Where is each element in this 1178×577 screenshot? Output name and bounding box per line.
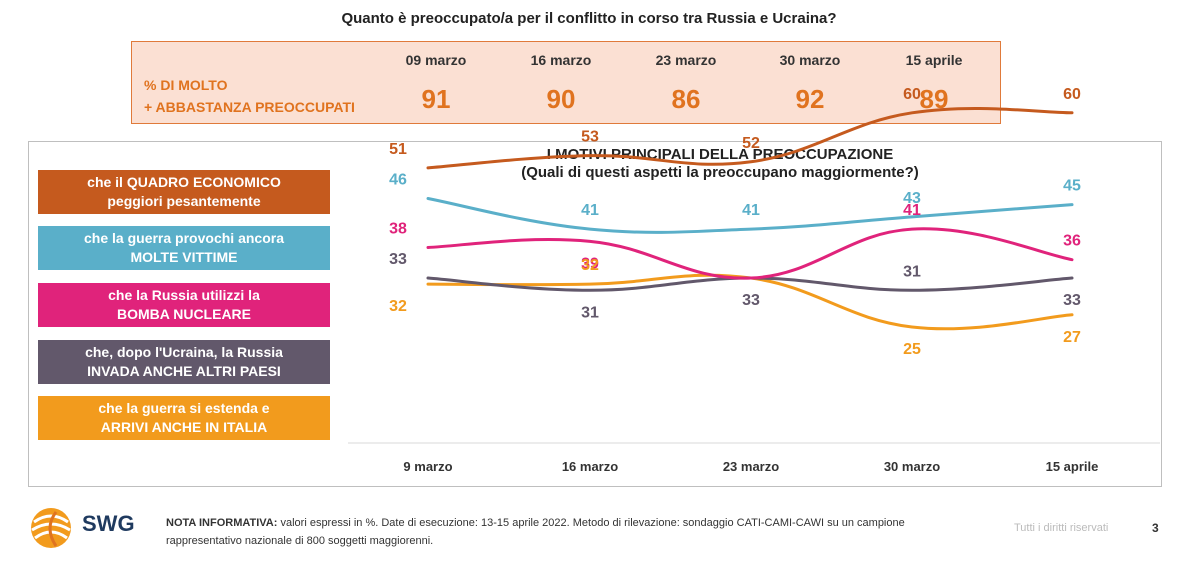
chart-subtitle: (Quali di questi aspetti la preoccupano …: [521, 164, 919, 181]
data-label: 31: [581, 304, 599, 321]
summary-date: 16 marzo: [530, 52, 592, 68]
data-label: 43: [903, 190, 921, 207]
legend-item-nucleare: che la Russia utilizzi la BOMBA NUCLEARE: [38, 283, 330, 327]
data-label: 33: [389, 251, 407, 268]
series-line: [426, 196, 1074, 234]
swg-globe-icon: [31, 508, 71, 548]
data-label: 32: [581, 257, 599, 274]
data-label: 39: [581, 255, 599, 272]
summary-label-line1: % DI MOLTO: [144, 77, 228, 93]
swg-logo-text: SWG: [82, 511, 135, 536]
legend-item-altri-paesi: che, dopo l'Ucraina, la Russia INVADA AN…: [38, 340, 330, 384]
legend-line1: che la guerra si estenda e: [98, 400, 270, 416]
legend-line1: che, dopo l'Ucraina, la Russia: [85, 344, 283, 360]
series-line: [426, 106, 1074, 170]
data-label: 36: [1063, 233, 1081, 250]
data-label: 32: [389, 298, 407, 315]
legend-line1: che la guerra provochi ancora: [84, 230, 284, 246]
data-label: 41: [581, 202, 599, 219]
data-label: 41: [742, 202, 760, 219]
summary-value: 92: [795, 84, 825, 114]
legend-line1: che il QUADRO ECONOMICO: [87, 174, 281, 190]
data-label: 45: [1063, 178, 1081, 195]
note-text-line2: rappresentativo nazionale di 800 soggett…: [166, 535, 434, 547]
summary-date: 23 marzo: [655, 52, 717, 68]
summary-label: % DI MOLTO + ABBASTANZA PREOCCUPATI: [144, 74, 355, 118]
x-tick-label: 23 marzo: [723, 459, 779, 474]
data-label: 31: [903, 263, 921, 280]
legend-line2: INVADA ANCHE ALTRI PAESI: [87, 363, 281, 379]
legend-item-economia: che il QUADRO ECONOMICO peggiori pesante…: [38, 170, 330, 214]
data-label: 41: [903, 202, 921, 219]
x-tick-label: 15 aprile: [1046, 459, 1099, 474]
data-label: 33: [742, 292, 760, 309]
data-label: 38: [389, 220, 407, 237]
x-tick-label: 16 marzo: [562, 459, 618, 474]
note-bold: NOTA INFORMATIVA:: [166, 517, 278, 529]
x-tick-label: 9 marzo: [403, 459, 452, 474]
data-label: 46: [389, 171, 407, 188]
rights-text: Tutti i diritti riservati: [1014, 522, 1109, 534]
series-line: [426, 227, 1074, 280]
note-text: valori espressi in %. Date di esecuzione…: [277, 517, 905, 529]
page-title: Quanto è preoccupato/a per il conflitto …: [341, 10, 837, 27]
summary-box: % DI MOLTO + ABBASTANZA PREOCCUPATI 09 m…: [131, 41, 1001, 124]
summary-value: 90: [546, 84, 576, 114]
summary-value: 91: [421, 84, 451, 114]
legend-item-vittime: che la guerra provochi ancora MOLTE VITT…: [38, 226, 330, 270]
summary-label-line2: + ABBASTANZA PREOCCUPATI: [144, 99, 355, 115]
data-label: 33: [1063, 292, 1081, 309]
data-label: 27: [1063, 329, 1081, 346]
data-label: 53: [581, 129, 599, 146]
data-label: 51: [389, 141, 407, 158]
legend-line1: che la Russia utilizzi la: [108, 287, 260, 303]
footer-note: NOTA INFORMATIVA: valori espressi in %. …: [166, 514, 996, 550]
data-label: 60: [903, 86, 921, 103]
legend-line2: peggiori pesantemente: [107, 193, 261, 209]
chart-panel: [28, 141, 1162, 487]
summary-date: 09 marzo: [405, 52, 467, 68]
legend-line2: BOMBA NUCLEARE: [116, 306, 252, 322]
data-label: 52: [742, 135, 760, 152]
data-label: 60: [1063, 86, 1081, 103]
legend-line2: MOLTE VITTIME: [130, 249, 238, 265]
summary-date: 15 aprile: [905, 52, 963, 68]
legend-line2: ARRIVI ANCHE IN ITALIA: [100, 419, 268, 435]
page-number: 3: [1152, 521, 1159, 535]
summary-value: 86: [671, 84, 701, 114]
x-tick-label: 30 marzo: [884, 459, 940, 474]
legend-item-italia: che la guerra si estenda e ARRIVI ANCHE …: [38, 396, 330, 440]
data-label: 25: [903, 341, 921, 358]
summary-date: 30 marzo: [779, 52, 841, 68]
